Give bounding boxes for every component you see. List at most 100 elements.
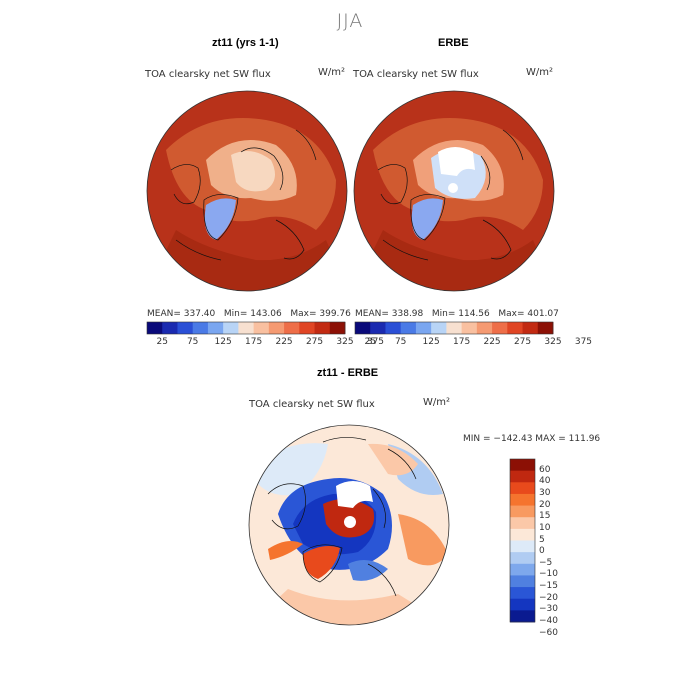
panel2-variable: TOA clearsky net SW flux [353, 69, 479, 80]
diff-colorbar-swatch-13 [510, 610, 535, 623]
panel2-colorbar-swatch-12 [537, 322, 554, 334]
panel1-colorbar-swatch-2 [177, 322, 194, 334]
panel1-units: W/m² [318, 67, 346, 78]
diff-colorbar-tick-8: −5 [539, 557, 553, 568]
panel1-colorbar-tick-3: 175 [245, 337, 263, 347]
panel2-outline [353, 90, 555, 292]
panel2-colorbar-swatch-4 [415, 322, 432, 334]
panel1-max-label: Max= [290, 309, 317, 319]
panel2-colorbar-swatch-9 [492, 322, 508, 334]
diff-colorbar-tick-12: −30 [539, 604, 558, 615]
panel1-max: 399.76 [319, 309, 351, 319]
panel2-colorbar-tick-6: 325 [544, 337, 562, 347]
panel1-colorbar-swatch-6 [238, 322, 255, 334]
diff-colorbar-swatch-5 [510, 517, 535, 530]
panel1-variable: TOA clearsky net SW flux [145, 69, 271, 80]
panel2-colorbar-tick-0: 25 [364, 337, 376, 347]
panel1-title: zt11 (yrs 1-1) [212, 37, 279, 49]
panel1-coastline-d [275, 219, 305, 260]
diff-greenland-red [303, 546, 340, 579]
diff-colorbar-tick-2: 30 [539, 487, 551, 498]
panel2-max-label: Max= [498, 309, 525, 319]
diff-coastline-c [372, 488, 386, 529]
diff-colorbar-swatch-2 [510, 482, 535, 495]
diff-peach-b [398, 514, 448, 566]
panel1-colorbar-swatch-7 [253, 322, 270, 334]
panel2-coastline-a [377, 164, 408, 205]
diff-colorbar-swatch-9 [510, 563, 535, 576]
panel2-colorbar-swatch-5 [431, 322, 447, 334]
diff-colorbar-swatch-6 [510, 528, 535, 541]
panel1-colorbar-tick-2: 125 [214, 337, 232, 347]
panel2-colorbar-tick-7: 375 [574, 337, 593, 347]
panel2-sub-africa [354, 230, 554, 291]
diff-colorbar-tick-0: 60 [539, 464, 551, 475]
diff-colorbar-tick-5: 10 [539, 522, 551, 533]
panel2-min: 114.56 [458, 309, 490, 319]
panel1-colorbar-swatch-0 [147, 322, 163, 334]
diff-colorbar [509, 458, 536, 623]
diff-title: zt11 - ERBE [317, 367, 379, 379]
diff-streak-red [268, 540, 303, 560]
panel2-polar-map [353, 90, 555, 292]
panel1-colorbar-tick-7: 375 [366, 337, 385, 347]
panel2-colorbar-frame [354, 321, 554, 335]
panel1-outline [146, 90, 348, 292]
diff-coastline-d [367, 563, 397, 597]
panel2-missing-pole [438, 147, 475, 176]
panel1-coastline-c [240, 147, 284, 191]
panel1-colorbar [146, 321, 346, 335]
panel2-coastline-f [382, 239, 429, 261]
panel2-stats: MEAN= 338.98 Min= 114.56 Max= 401.07 [355, 309, 559, 319]
panel1-colorbar-frame [146, 321, 346, 335]
panel1-colorbar-swatch-8 [268, 322, 285, 334]
panel1-coastline-f [175, 239, 222, 261]
panel2-pole-hole [448, 183, 458, 193]
panel1-coastline-a [170, 164, 201, 205]
panel1-mean-label: MEAN= [147, 309, 181, 319]
panel1-colorbar-swatch-12 [329, 322, 346, 334]
diff-colorbar-tick-13: −40 [539, 616, 558, 626]
panel1-colorbar-swatch-5 [223, 322, 239, 334]
panel2-colorbar-tick-4: 225 [483, 337, 501, 347]
panel2-min-label: Min= [431, 309, 456, 319]
panel2-colorbar-swatch-1 [370, 322, 386, 334]
diff-streak-blue [348, 560, 388, 581]
diff-colorbar-tick-6: 5 [539, 534, 545, 545]
panel2-coastline-d [482, 219, 512, 260]
diff-peach-a [368, 443, 418, 476]
panel2-mean: 338.98 [391, 309, 424, 319]
panel2-mean-label: MEAN= [355, 309, 389, 319]
panel2-colorbar-swatch-10 [507, 322, 523, 334]
diff-units: W/m² [423, 397, 451, 408]
panel2-colorbar-swatch-3 [400, 322, 417, 334]
panel2-units: W/m² [526, 67, 554, 78]
panel1-colorbar-tick-5: 275 [305, 337, 324, 347]
panel1-colorbar-tick-6: 325 [336, 337, 354, 347]
panel2-coastline-e [502, 129, 524, 161]
diff-colorbar-swatch-12 [510, 598, 535, 611]
panel1-coastline-b [203, 194, 239, 241]
diff-coastline-b [302, 544, 343, 583]
diff-colorbar-swatch-1 [510, 470, 535, 483]
panel2-colorbar-swatch-6 [446, 322, 463, 334]
diff-colorbar-frame [509, 458, 536, 623]
season-title: JJA [336, 10, 364, 32]
diff-colorbar-tick-11: −20 [539, 592, 558, 603]
diff-colorbar-swatch-10 [510, 575, 535, 588]
panel2-colorbar-swatch-2 [385, 322, 402, 334]
diff-variable: TOA clearsky net SW flux [249, 399, 375, 410]
panel1-colorbar-swatch-4 [207, 322, 224, 334]
panel2-colorbar-tick-1: 75 [394, 337, 407, 347]
diff-colorbar-tick-9: −10 [539, 569, 558, 580]
diff-minmax: MIN = −142.43 MAX = 111.96 [463, 434, 601, 444]
diff-colorbar-swatch-8 [510, 552, 535, 565]
panel2-coastline-c [480, 155, 491, 191]
diff-colorbar-tick-14: −60 [539, 627, 558, 638]
diff-pole-hole [344, 516, 356, 528]
panel2-colorbar-tick-3: 175 [453, 337, 471, 347]
panel1-colorbar-swatch-9 [284, 322, 300, 334]
panel1-colorbar-tick-0: 25 [156, 337, 168, 347]
panel2-colorbar-tick-5: 275 [513, 337, 532, 347]
panel1-stats: MEAN= 337.40 Min= 143.06 Max= 399.76 [147, 309, 351, 319]
